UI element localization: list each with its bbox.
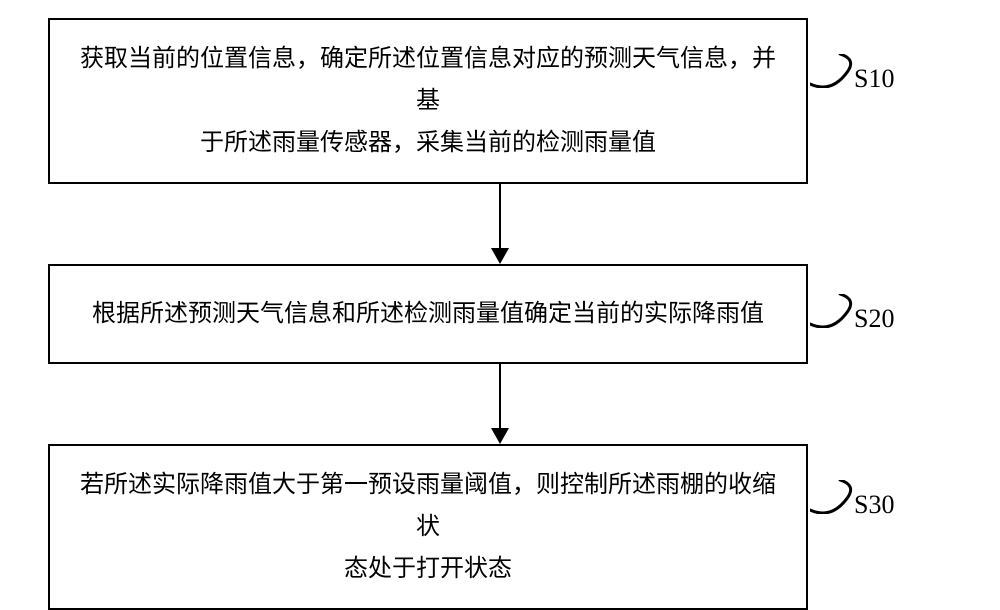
hook-connector	[810, 480, 854, 514]
step-box-s20: 根据所述预测天气信息和所述检测雨量值确定当前的实际降雨值	[48, 264, 808, 364]
hook-connector	[810, 294, 854, 328]
step-row: 根据所述预测天气信息和所述检测雨量值确定当前的实际降雨值 S20	[48, 264, 952, 364]
arrow-down	[490, 184, 510, 264]
arrow-down	[490, 364, 510, 444]
step-row: 若所述实际降雨值大于第一预设雨量阈值，则控制所述雨棚的收缩状 态处于打开状态 S…	[48, 444, 952, 610]
arrow-wrap	[120, 364, 880, 444]
step-label-s10: S10	[854, 64, 894, 94]
step-text-line: 获取当前的位置信息，确定所述位置信息对应的预测天气信息，并基	[74, 38, 782, 122]
hook-connector	[810, 54, 854, 88]
step-text-line: 根据所述预测天气信息和所述检测雨量值确定当前的实际降雨值	[74, 293, 782, 335]
step-label-s20: S20	[854, 304, 894, 334]
step-text-line: 若所述实际降雨值大于第一预设雨量阈值，则控制所述雨棚的收缩状	[74, 464, 782, 548]
step-text-line: 于所述雨量传感器，采集当前的检测雨量值	[74, 122, 782, 164]
step-row: 获取当前的位置信息，确定所述位置信息对应的预测天气信息，并基 于所述雨量传感器，…	[48, 18, 952, 184]
step-box-s10: 获取当前的位置信息，确定所述位置信息对应的预测天气信息，并基 于所述雨量传感器，…	[48, 18, 808, 184]
step-text-line: 态处于打开状态	[74, 548, 782, 590]
step-label-s30: S30	[854, 490, 894, 520]
arrow-wrap	[120, 184, 880, 264]
flowchart-container: 获取当前的位置信息，确定所述位置信息对应的预测天气信息，并基 于所述雨量传感器，…	[48, 18, 952, 610]
step-box-s30: 若所述实际降雨值大于第一预设雨量阈值，则控制所述雨棚的收缩状 态处于打开状态	[48, 444, 808, 610]
